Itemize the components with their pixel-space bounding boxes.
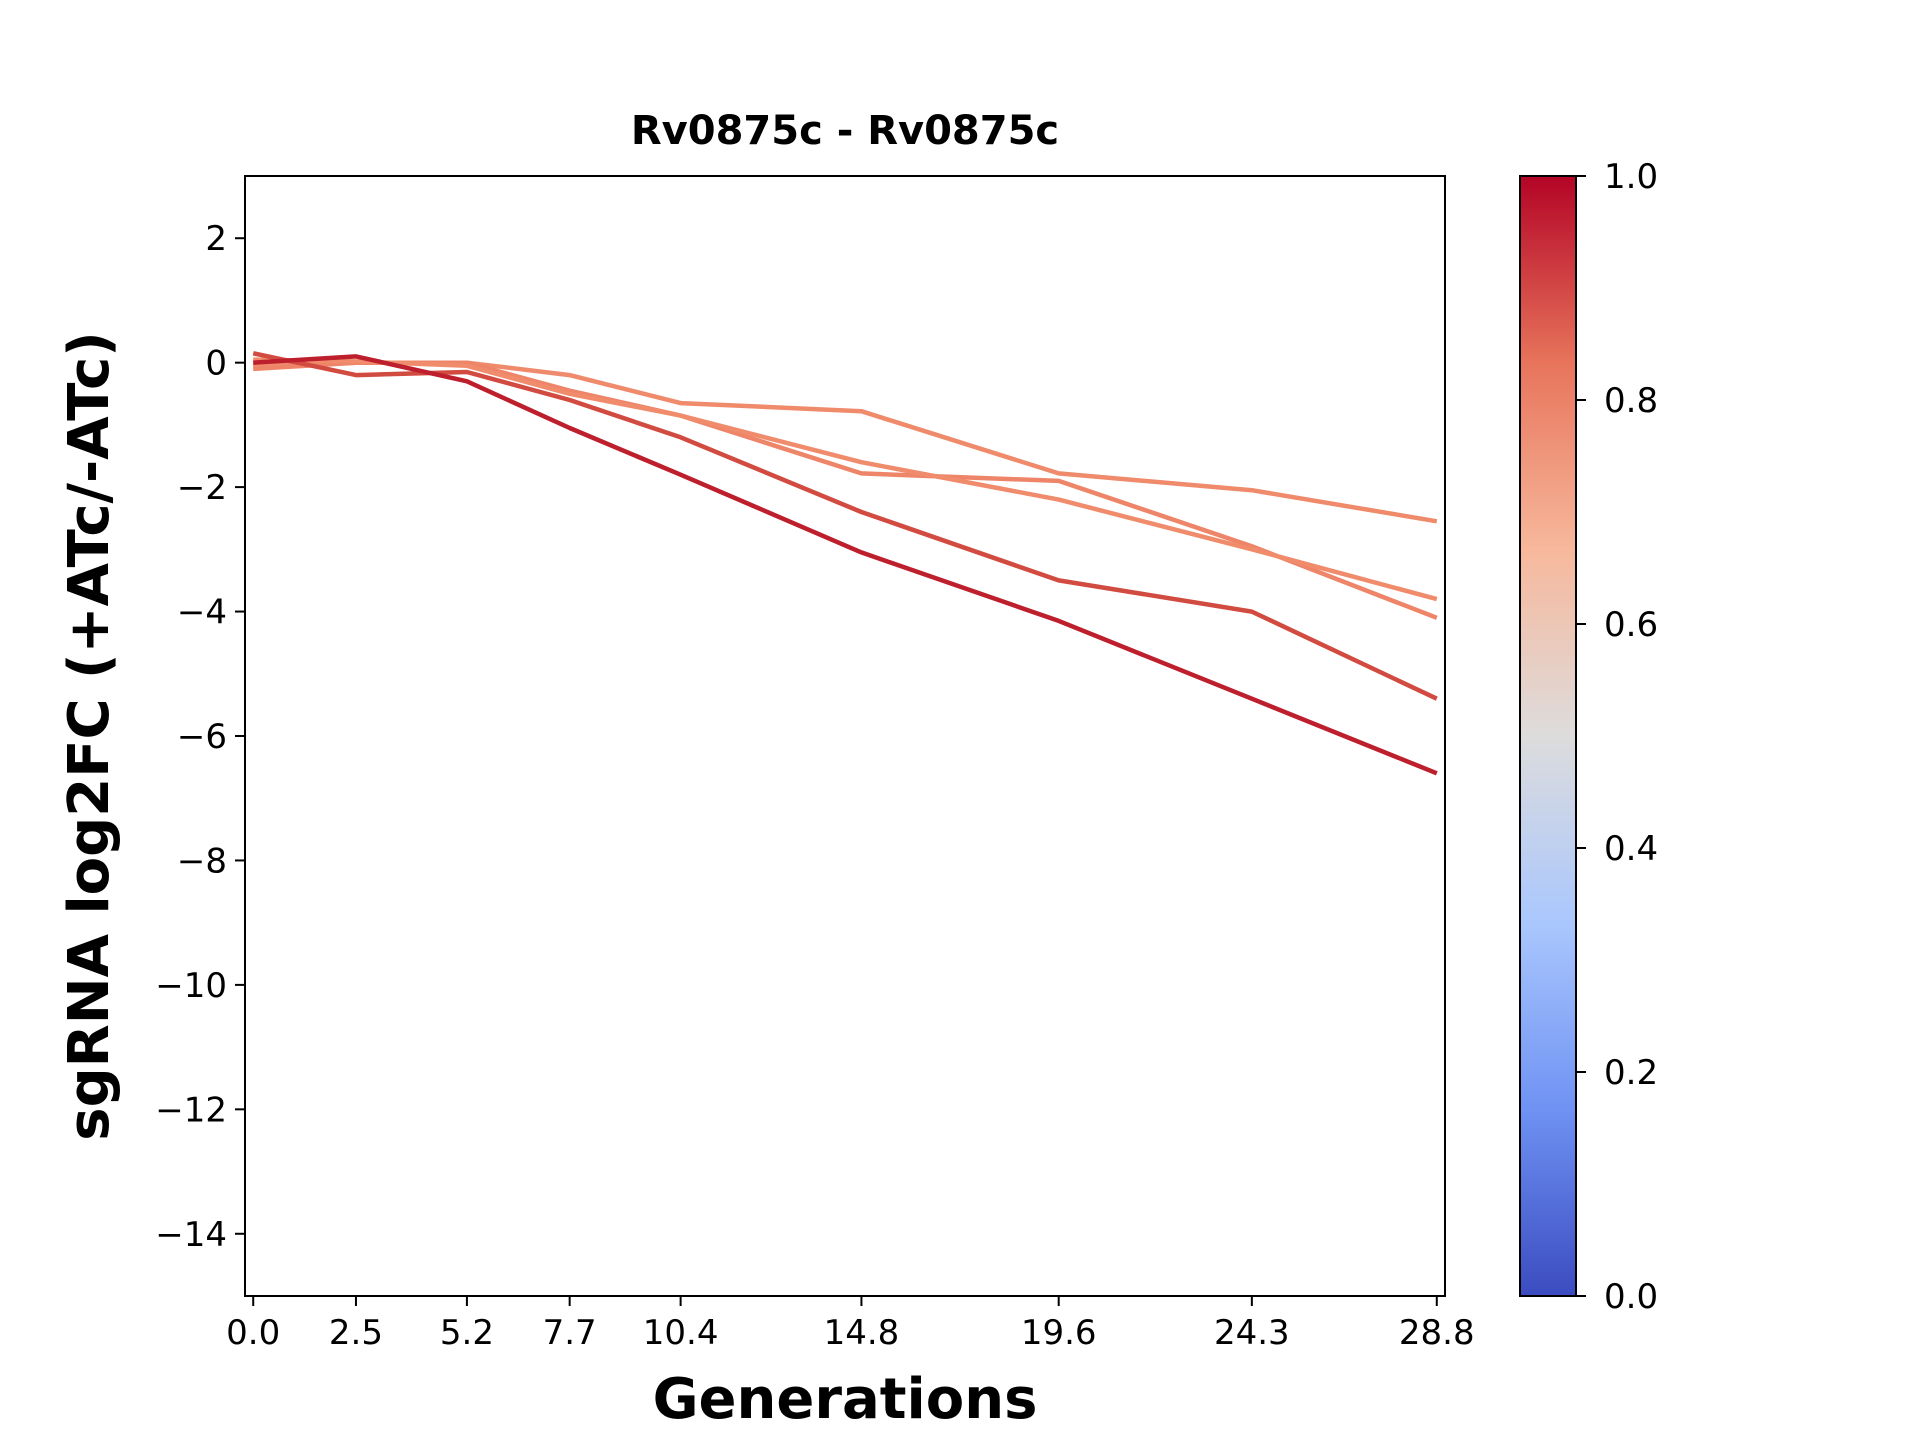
colorbar-tick-label: 1.0 xyxy=(1604,157,1658,197)
colorbar-tick-label: 0.0 xyxy=(1604,1277,1658,1317)
series-line-3 xyxy=(253,357,1438,602)
x-tick-label: 0.0 xyxy=(226,1313,280,1353)
series-layer xyxy=(252,351,1438,776)
y-tick-label: −14 xyxy=(155,1215,227,1255)
x-axis: 0.0 2.5 5.2 7.7 10.4 14.8 19.6 24.3 28.8 xyxy=(226,1296,1475,1353)
y-axis: 2 0 −2 −4 −6 −8 −10 −12 −14 xyxy=(155,219,245,1255)
series-line-4 xyxy=(252,351,1438,701)
y-tick-label: −4 xyxy=(177,593,227,633)
y-axis-title: sgRNA log2FC (+ATc/-ATc) xyxy=(57,331,122,1141)
series-line-1 xyxy=(253,360,1438,524)
y-tick-label: −12 xyxy=(155,1090,227,1130)
x-tick-label: 10.4 xyxy=(643,1313,719,1353)
y-tick-label: −8 xyxy=(177,841,227,881)
colorbar-ticks: 0.0 0.2 0.4 0.6 0.8 1.0 xyxy=(1576,157,1658,1317)
colorbar: 0.0 0.2 0.4 0.6 0.8 1.0 xyxy=(1519,157,1658,1317)
x-tick-label: 24.3 xyxy=(1214,1313,1290,1353)
series-line-5 xyxy=(253,354,1438,776)
y-tick-label: −10 xyxy=(155,966,227,1006)
y-tick-label: −2 xyxy=(177,468,227,508)
y-tick-label: 2 xyxy=(205,219,227,259)
x-tick-label: 28.8 xyxy=(1399,1313,1475,1353)
x-tick-label: 19.6 xyxy=(1021,1313,1097,1353)
colorbar-tick-label: 0.2 xyxy=(1604,1053,1658,1093)
x-tick-label: 2.5 xyxy=(329,1313,383,1353)
x-axis-title: Generations xyxy=(653,1367,1038,1432)
x-tick-label: 7.7 xyxy=(543,1313,597,1353)
y-tick-label: −6 xyxy=(177,717,227,757)
y-tick-label: 0 xyxy=(205,344,227,384)
colorbar-tick-label: 0.8 xyxy=(1604,381,1658,421)
chart-title: Rv0875c - Rv0875c xyxy=(631,108,1059,154)
plot-frame xyxy=(244,175,1446,1297)
x-tick-label: 5.2 xyxy=(440,1313,494,1353)
colorbar-tick-label: 0.6 xyxy=(1604,605,1658,645)
colorbar-gradient xyxy=(1519,175,1577,1297)
x-tick-label: 14.8 xyxy=(824,1313,900,1353)
colorbar-tick-label: 0.4 xyxy=(1604,829,1658,869)
